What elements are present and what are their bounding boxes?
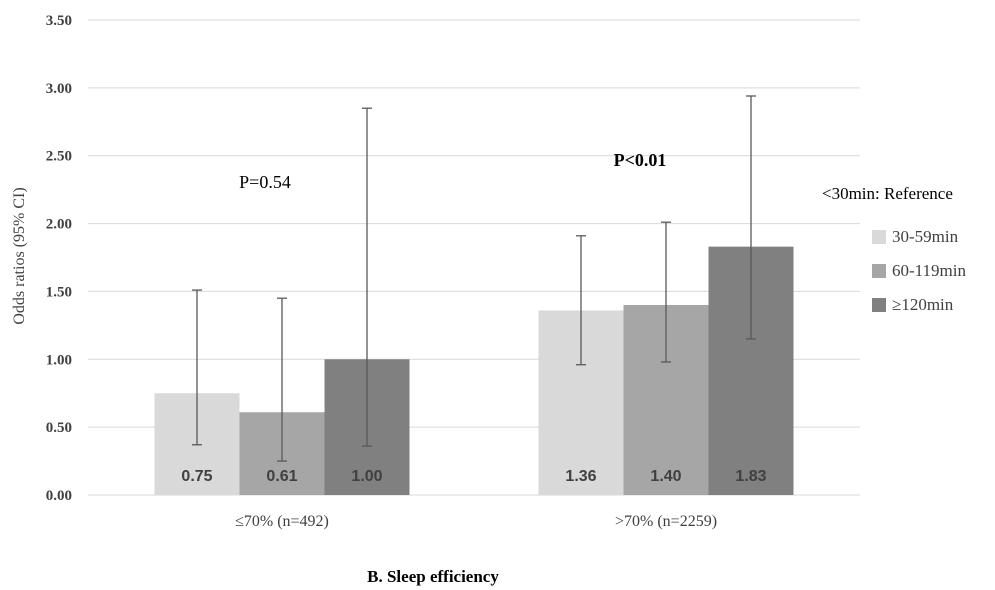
y-axis-title: Odds ratios (95% CI) [11,187,28,324]
y-tick-label: 0.50 [46,420,72,436]
x-category-label: >70% (n=2259) [615,513,717,530]
y-tick-label: 1.50 [46,284,72,300]
legend-swatch [872,298,886,312]
legend-label: 30-59min [892,227,959,246]
data-label: 1.83 [735,468,766,485]
x-tick-labels: ≤70% (n=492) >70% (n=2259) [235,513,717,530]
data-label: 1.40 [650,468,681,485]
y-tick-label: 2.50 [46,149,72,165]
y-tick-label: 2.00 [46,217,72,233]
data-label: 1.36 [565,468,596,485]
legend-item: 30-59min [872,227,959,246]
bars [155,247,794,495]
legend-label: ≥120min [892,295,954,314]
y-tick-label: 3.50 [46,13,72,29]
legend-title: <30min: Reference [822,184,953,203]
data-label: 0.61 [266,468,297,485]
y-tick-label: 0.00 [46,488,72,504]
legend-swatch [872,264,886,278]
data-label: 0.75 [181,468,212,485]
p-value-annotation-right: P<0.01 [614,150,667,170]
legend-label: 60-119min [892,261,966,280]
y-tick-labels: 0.00 0.50 1.00 1.50 2.00 2.50 3.00 3.50 [46,13,72,504]
y-tick-label: 3.00 [46,81,72,97]
legend-swatch [872,230,886,244]
data-label: 1.00 [351,468,382,485]
x-category-label: ≤70% (n=492) [235,513,329,530]
legend: 30-59min 60-119min ≥120min [872,227,966,314]
legend-item: 60-119min [872,261,966,280]
p-value-annotation-left: P=0.54 [239,172,291,192]
legend-item: ≥120min [872,295,954,314]
data-labels: 0.75 0.61 1.00 1.36 1.40 1.83 [181,468,766,485]
y-tick-label: 1.00 [46,352,72,368]
chart-caption: B. Sleep efficiency [367,567,499,586]
